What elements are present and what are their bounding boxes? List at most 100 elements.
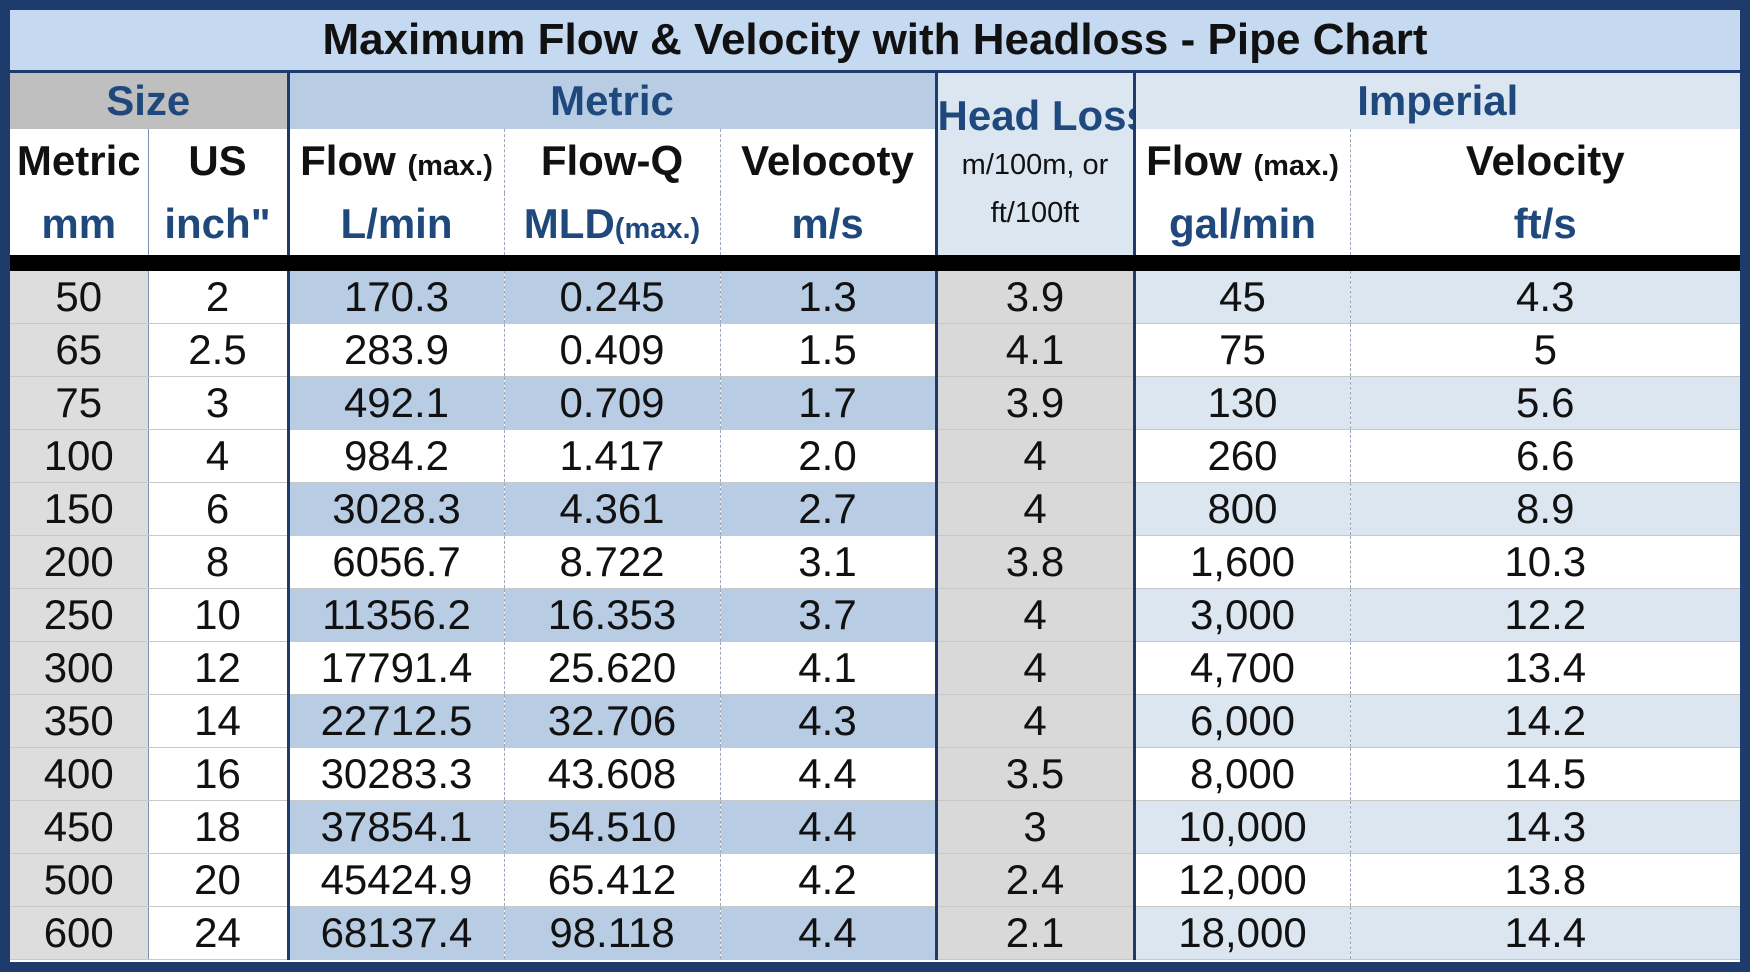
table-row: 300 12 17791.4 25.620 4.1 4 4,700 13.4 bbox=[10, 641, 1740, 695]
unit-lmin: L/min bbox=[286, 193, 504, 255]
velocity-fts-cell: 4.3 bbox=[1349, 271, 1740, 324]
head-loss-cell: 4 bbox=[934, 588, 1134, 642]
flow-lmin-cell: 170.3 bbox=[286, 271, 504, 324]
unit-mld: MLD(max.) bbox=[503, 193, 720, 255]
flow-gpm-cell: 10,000 bbox=[1132, 800, 1350, 854]
flow-gpm-cell: 12,000 bbox=[1132, 853, 1350, 907]
flow-q-cell: 1.417 bbox=[503, 429, 720, 483]
head-loss-cell: 3.9 bbox=[934, 376, 1134, 430]
velocity-fts-cell: 14.5 bbox=[1349, 747, 1740, 801]
metric-size-cell: 150 bbox=[10, 482, 148, 536]
metric-size-cell: 300 bbox=[10, 641, 148, 695]
group-header-metric: Metric bbox=[286, 71, 936, 129]
flow-lmin-cell: 3028.3 bbox=[286, 482, 504, 536]
flow-gpm-label: Flow bbox=[1146, 137, 1242, 184]
us-size-cell: 3 bbox=[147, 376, 288, 430]
flow-gpm-cell: 6,000 bbox=[1132, 694, 1350, 748]
velocity-fts-cell: 8.9 bbox=[1349, 482, 1740, 536]
flow-lmin-cell: 492.1 bbox=[286, 376, 504, 430]
flow-gpm-cell: 8,000 bbox=[1132, 747, 1350, 801]
us-size-cell: 12 bbox=[147, 641, 288, 695]
us-size-cell: 2 bbox=[147, 271, 288, 324]
head-loss-cell: 4 bbox=[934, 429, 1134, 483]
metric-size-cell: 350 bbox=[10, 694, 148, 748]
head-loss-cell: 3.9 bbox=[934, 271, 1134, 324]
us-size-cell: 16 bbox=[147, 747, 288, 801]
table-row: 100 4 984.2 1.417 2.0 4 260 6.6 bbox=[10, 429, 1740, 483]
velocity-ms-cell: 4.2 bbox=[719, 853, 936, 907]
flow-gpm-cell: 4,700 bbox=[1132, 641, 1350, 695]
velocity-ms-cell: 2.0 bbox=[719, 429, 936, 483]
col-header-flow-q: Flow-Q bbox=[503, 129, 720, 193]
metric-size-cell: 200 bbox=[10, 535, 148, 589]
flow-lmin-cell: 45424.9 bbox=[286, 853, 504, 907]
header-separator bbox=[10, 255, 1740, 271]
us-size-cell: 4 bbox=[147, 429, 288, 483]
group-header-head-loss: Head Loss m/100m, or ft/100ft bbox=[934, 71, 1134, 255]
flow-q-cell: 32.706 bbox=[503, 694, 720, 748]
flow-lmin-max: (max.) bbox=[407, 150, 493, 182]
flow-gpm-cell: 800 bbox=[1132, 482, 1350, 536]
us-size-cell: 20 bbox=[147, 853, 288, 907]
velocity-fts-cell: 14.2 bbox=[1349, 694, 1740, 748]
flow-lmin-cell: 37854.1 bbox=[286, 800, 504, 854]
table-row: 500 20 45424.9 65.412 4.2 2.4 12,000 13.8 bbox=[10, 853, 1740, 907]
mld-max: (max.) bbox=[614, 213, 701, 245]
table-row: 400 16 30283.3 43.608 4.4 3.5 8,000 14.5 bbox=[10, 747, 1740, 801]
col-header-velocity-ms: Velocoty bbox=[719, 129, 936, 193]
flow-lmin-cell: 283.9 bbox=[286, 323, 504, 377]
us-size-cell: 8 bbox=[147, 535, 288, 589]
table-row: 65 2.5 283.9 0.409 1.5 4.1 75 5 bbox=[10, 323, 1740, 377]
flow-q-cell: 98.118 bbox=[503, 906, 720, 960]
flow-gpm-cell: 75 bbox=[1132, 323, 1350, 377]
us-size-cell: 24 bbox=[147, 906, 288, 960]
flow-lmin-cell: 11356.2 bbox=[286, 588, 504, 642]
velocity-ms-cell: 4.3 bbox=[719, 694, 936, 748]
col-header-flow-lmin: Flow (max.) bbox=[286, 129, 504, 193]
head-loss-unit-line1: m/100m, or bbox=[961, 149, 1109, 181]
metric-size-cell: 65 bbox=[10, 323, 148, 377]
unit-gpm: gal/min bbox=[1132, 193, 1350, 255]
metric-size-cell: 500 bbox=[10, 853, 148, 907]
head-loss-cell: 4 bbox=[934, 482, 1134, 536]
metric-size-cell: 600 bbox=[10, 906, 148, 960]
flow-lmin-cell: 6056.7 bbox=[286, 535, 504, 589]
flow-q-cell: 54.510 bbox=[503, 800, 720, 854]
velocity-ms-cell: 4.1 bbox=[719, 641, 936, 695]
metric-size-cell: 400 bbox=[10, 747, 148, 801]
velocity-ms-cell: 1.7 bbox=[719, 376, 936, 430]
flow-q-cell: 65.412 bbox=[503, 853, 720, 907]
table-row: 250 10 11356.2 16.353 3.7 4 3,000 12.2 bbox=[10, 588, 1740, 642]
us-size-cell: 6 bbox=[147, 482, 288, 536]
metric-size-cell: 50 bbox=[10, 271, 148, 324]
flow-lmin-cell: 984.2 bbox=[286, 429, 504, 483]
table-row: 50 2 170.3 0.245 1.3 3.9 45 4.3 bbox=[10, 271, 1740, 324]
flow-q-cell: 4.361 bbox=[503, 482, 720, 536]
metric-size-cell: 450 bbox=[10, 800, 148, 854]
flow-gpm-cell: 18,000 bbox=[1132, 906, 1350, 960]
flow-q-cell: 8.722 bbox=[503, 535, 720, 589]
velocity-fts-cell: 5.6 bbox=[1349, 376, 1740, 430]
velocity-ms-cell: 1.3 bbox=[719, 271, 936, 324]
velocity-fts-cell: 6.6 bbox=[1349, 429, 1740, 483]
velocity-fts-cell: 13.4 bbox=[1349, 641, 1740, 695]
velocity-fts-cell: 14.3 bbox=[1349, 800, 1740, 854]
table-row: 75 3 492.1 0.709 1.7 3.9 130 5.6 bbox=[10, 376, 1740, 430]
velocity-ms-cell: 4.4 bbox=[719, 800, 936, 854]
velocity-fts-cell: 14.4 bbox=[1349, 906, 1740, 960]
chart-title: Maximum Flow & Velocity with Headloss - … bbox=[10, 10, 1740, 73]
flow-lmin-cell: 68137.4 bbox=[286, 906, 504, 960]
flow-gpm-max: (max.) bbox=[1253, 150, 1339, 182]
velocity-fts-cell: 12.2 bbox=[1349, 588, 1740, 642]
us-size-cell: 2.5 bbox=[147, 323, 288, 377]
flow-q-cell: 0.409 bbox=[503, 323, 720, 377]
metric-size-cell: 250 bbox=[10, 588, 148, 642]
head-loss-cell: 2.1 bbox=[934, 906, 1134, 960]
flow-gpm-cell: 45 bbox=[1132, 271, 1350, 324]
velocity-fts-cell: 5 bbox=[1349, 323, 1740, 377]
pipe-chart-table: Maximum Flow & Velocity with Headloss - … bbox=[10, 10, 1740, 960]
table-row: 150 6 3028.3 4.361 2.7 4 800 8.9 bbox=[10, 482, 1740, 536]
flow-lmin-cell: 17791.4 bbox=[286, 641, 504, 695]
head-loss-cell: 4.1 bbox=[934, 323, 1134, 377]
